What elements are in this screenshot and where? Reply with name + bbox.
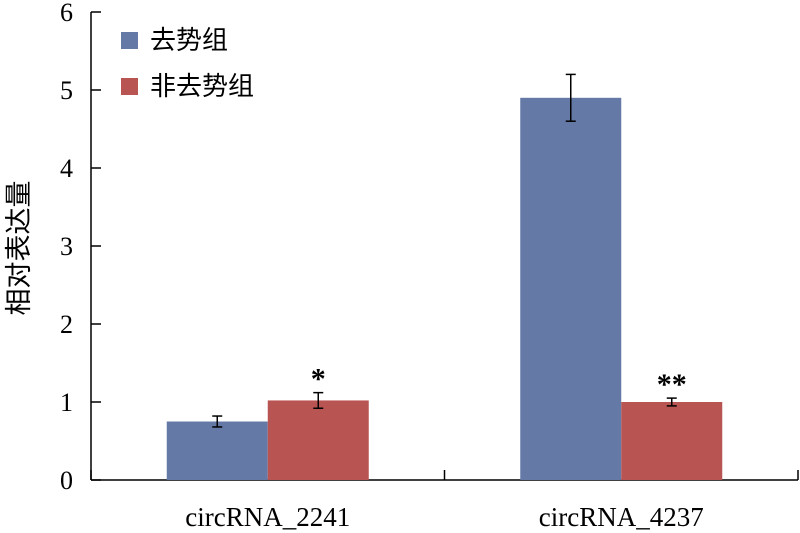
significance-label: ** <box>657 368 687 401</box>
x-category-label: circRNA_2241 <box>185 502 350 532</box>
bar-non-castrated-0 <box>267 400 369 480</box>
y-tick-label: 6 <box>60 0 73 27</box>
error-bar <box>313 391 324 409</box>
legend-label: 非去势组 <box>150 72 254 102</box>
error-bar <box>666 397 677 407</box>
y-tick-label: 4 <box>60 154 73 183</box>
legend-swatch <box>121 32 138 49</box>
y-tick-label: 0 <box>60 466 73 495</box>
bar-castrated-0 <box>166 421 268 480</box>
bar-castrated-1 <box>520 97 622 481</box>
y-tick-label: 2 <box>60 310 73 339</box>
y-axis-label: 相对表达量 <box>4 181 35 316</box>
error-bar <box>212 415 223 428</box>
bar-non-castrated-1 <box>621 402 723 480</box>
bars <box>166 97 723 481</box>
x-category-label: circRNA_4237 <box>539 502 704 532</box>
error-bar <box>565 73 576 122</box>
legend-label: 去势组 <box>150 26 228 56</box>
error-bars <box>212 73 677 428</box>
y-tick-label: 5 <box>60 76 73 105</box>
y-tick-label: 1 <box>60 388 73 417</box>
y-tick-label: 3 <box>60 232 73 261</box>
legend-swatch <box>121 78 138 95</box>
significance-label: * <box>311 363 326 396</box>
